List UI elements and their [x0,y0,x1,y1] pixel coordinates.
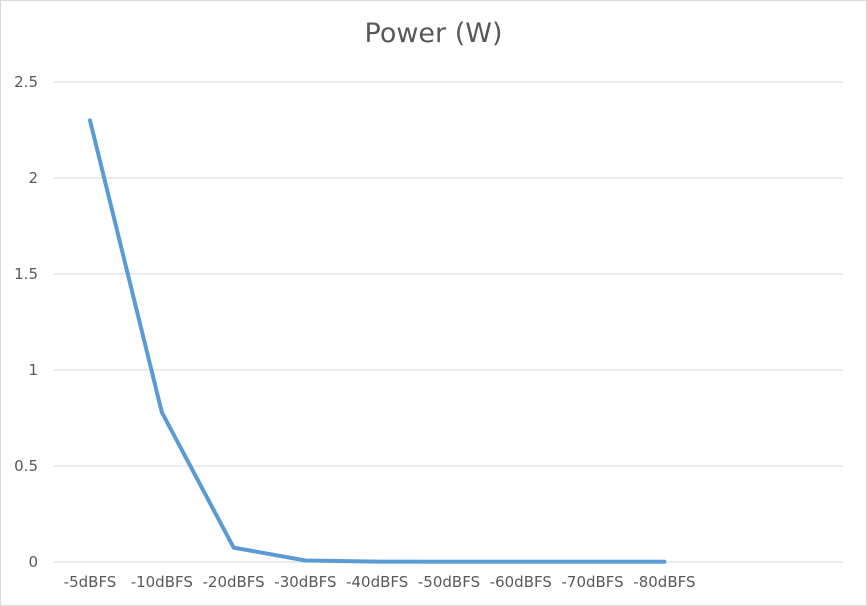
x-tick-label: -40dBFS [346,573,408,591]
y-tick-label: 1.5 [14,265,38,283]
x-tick-label: -20dBFS [202,573,264,591]
x-tick-label: -50dBFS [418,573,480,591]
y-tick-label: 2 [28,169,38,187]
y-axis-ticks: 0 0.5 1 1.5 2 2.5 [14,73,38,571]
x-axis-ticks: -5dBFS -10dBFS -20dBFS -30dBFS -40dBFS -50dBF… [64,573,696,591]
x-tick-label: -30dBFS [274,573,336,591]
x-tick-label: -70dBFS [561,573,623,591]
chart-title: Power (W) [364,18,503,49]
y-tick-label: 0 [28,553,38,571]
x-tick-label: -10dBFS [131,573,193,591]
gridlines [54,81,843,563]
x-tick-label: -5dBFS [64,573,117,591]
y-tick-label: 0.5 [14,457,38,475]
series-group [88,118,667,564]
y-tick-label: 2.5 [14,73,38,91]
y-tick-label: 1 [28,361,38,379]
x-tick-label: -80dBFS [633,573,695,591]
x-tick-label: -60dBFS [490,573,552,591]
series-line [88,118,667,564]
